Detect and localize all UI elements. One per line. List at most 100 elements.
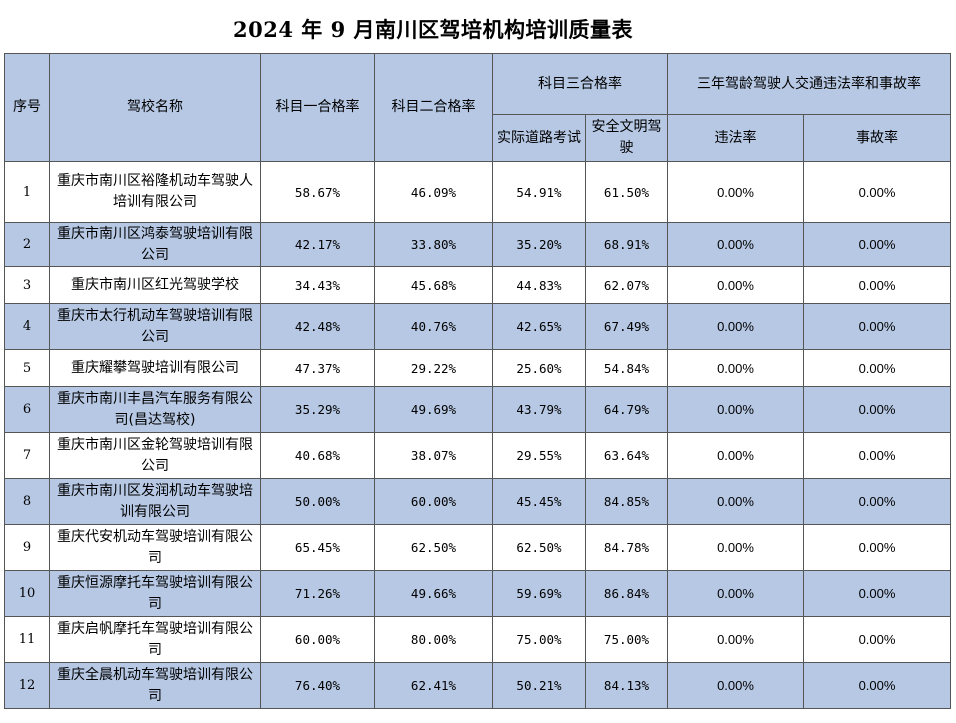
table-body: 1 重庆市南川区裕隆机动车驾驶人培训有限公司 58.67% 46.09% 54.…	[4, 161, 951, 709]
cell-subject2-rate: 33.80%	[374, 222, 493, 267]
cell-subject2-rate: 80.00%	[374, 616, 493, 663]
cell-accident-rate: 0.00%	[803, 616, 951, 663]
table-row-12: 12 重庆全晨机动车驾驶培训有限公司 76.40% 62.41% 50.21% …	[4, 662, 951, 709]
cell-road-test-rate: 59.69%	[492, 570, 586, 617]
cell-civil-driving-rate: 86.84%	[585, 570, 668, 617]
header-violation-rate: 违法率	[667, 114, 804, 162]
cell-subject1-rate: 58.67%	[260, 161, 375, 223]
cell-road-test-rate: 43.79%	[492, 386, 586, 433]
cell-civil-driving-rate: 84.85%	[585, 478, 668, 525]
cell-seq: 5	[4, 349, 50, 387]
cell-road-test-rate: 25.60%	[492, 349, 586, 387]
cell-school-name: 重庆市南川区红光驾驶学校	[49, 266, 261, 304]
cell-subject1-rate: 60.00%	[260, 616, 375, 663]
cell-seq: 4	[4, 303, 50, 350]
cell-subject2-rate: 45.68%	[374, 266, 493, 304]
cell-school-name: 重庆市南川区金轮驾驶培训有限公司	[49, 432, 261, 479]
header-seq: 序号	[4, 53, 50, 162]
table-row-10: 10 重庆恒源摩托车驾驶培训有限公司 71.26% 49.66% 59.69% …	[4, 570, 951, 617]
cell-subject2-rate: 38.07%	[374, 432, 493, 479]
table-header: 序号 驾校名称 科目一合格率 科目二合格率 科目三合格率 三年驾龄驾驶人交通违法…	[4, 53, 951, 162]
cell-road-test-rate: 29.55%	[492, 432, 586, 479]
cell-road-test-rate: 42.65%	[492, 303, 586, 350]
cell-subject1-rate: 42.17%	[260, 222, 375, 267]
cell-subject2-rate: 62.50%	[374, 524, 493, 571]
cell-violation-rate: 0.00%	[667, 432, 804, 479]
cell-violation-rate: 0.00%	[667, 662, 804, 709]
cell-violation-rate: 0.00%	[667, 349, 804, 387]
training-quality-table: 序号 驾校名称 科目一合格率 科目二合格率 科目三合格率 三年驾龄驾驶人交通违法…	[4, 53, 951, 709]
cell-civil-driving-rate: 75.00%	[585, 616, 668, 663]
cell-seq: 8	[4, 478, 50, 525]
cell-subject1-rate: 65.45%	[260, 524, 375, 571]
cell-violation-rate: 0.00%	[667, 161, 804, 223]
cell-school-name: 重庆代安机动车驾驶培训有限公司	[49, 524, 261, 571]
header-subject1-pass-rate: 科目一合格率	[260, 53, 375, 162]
cell-accident-rate: 0.00%	[803, 266, 951, 304]
cell-civil-driving-rate: 84.13%	[585, 662, 668, 709]
cell-seq: 7	[4, 432, 50, 479]
cell-subject1-rate: 42.48%	[260, 303, 375, 350]
cell-subject1-rate: 35.29%	[260, 386, 375, 433]
cell-seq: 9	[4, 524, 50, 571]
cell-school-name: 重庆全晨机动车驾驶培训有限公司	[49, 662, 261, 709]
table-row-1: 1 重庆市南川区裕隆机动车驾驶人培训有限公司 58.67% 46.09% 54.…	[4, 161, 951, 223]
cell-accident-rate: 0.00%	[803, 303, 951, 350]
table-row-7: 7 重庆市南川区金轮驾驶培训有限公司 40.68% 38.07% 29.55% …	[4, 432, 951, 479]
cell-subject1-rate: 40.68%	[260, 432, 375, 479]
cell-seq: 11	[4, 616, 50, 663]
cell-subject1-rate: 76.40%	[260, 662, 375, 709]
cell-accident-rate: 0.00%	[803, 432, 951, 479]
cell-accident-rate: 0.00%	[803, 524, 951, 571]
cell-road-test-rate: 62.50%	[492, 524, 586, 571]
cell-seq: 2	[4, 222, 50, 267]
cell-subject2-rate: 49.69%	[374, 386, 493, 433]
cell-accident-rate: 0.00%	[803, 570, 951, 617]
cell-violation-rate: 0.00%	[667, 524, 804, 571]
cell-civil-driving-rate: 61.50%	[585, 161, 668, 223]
cell-violation-rate: 0.00%	[667, 478, 804, 525]
cell-violation-rate: 0.00%	[667, 386, 804, 433]
table-row-3: 3 重庆市南川区红光驾驶学校 34.43% 45.68% 44.83% 62.0…	[4, 266, 951, 304]
cell-civil-driving-rate: 84.78%	[585, 524, 668, 571]
cell-civil-driving-rate: 64.79%	[585, 386, 668, 433]
cell-civil-driving-rate: 63.64%	[585, 432, 668, 479]
cell-seq: 12	[4, 662, 50, 709]
table-row-4: 4 重庆市太行机动车驾驶培训有限公司 42.48% 40.76% 42.65% …	[4, 303, 951, 350]
table-row-2: 2 重庆市南川区鸿泰驾驶培训有限公司 42.17% 33.80% 35.20% …	[4, 222, 951, 267]
cell-school-name: 重庆市南川丰昌汽车服务有限公司(昌达驾校)	[49, 386, 261, 433]
table-row-5: 5 重庆耀攀驾驶培训有限公司 47.37% 29.22% 25.60% 54.8…	[4, 349, 951, 387]
cell-accident-rate: 0.00%	[803, 222, 951, 267]
cell-seq: 6	[4, 386, 50, 433]
page-title: 2024 年 9 月南川区驾培机构培训质量表	[233, 17, 633, 42]
table-row-6: 6 重庆市南川丰昌汽车服务有限公司(昌达驾校) 35.29% 49.69% 43…	[4, 386, 951, 433]
table-row-8: 8 重庆市南川区发润机动车驾驶培训有限公司 50.00% 60.00% 45.4…	[4, 478, 951, 525]
cell-school-name: 重庆启帆摩托车驾驶培训有限公司	[49, 616, 261, 663]
table-row-9: 9 重庆代安机动车驾驶培训有限公司 65.45% 62.50% 62.50% 8…	[4, 524, 951, 571]
cell-subject1-rate: 34.43%	[260, 266, 375, 304]
cell-road-test-rate: 50.21%	[492, 662, 586, 709]
header-school-name: 驾校名称	[49, 53, 261, 162]
cell-subject1-rate: 71.26%	[260, 570, 375, 617]
cell-civil-driving-rate: 62.07%	[585, 266, 668, 304]
cell-accident-rate: 0.00%	[803, 662, 951, 709]
cell-subject1-rate: 50.00%	[260, 478, 375, 525]
header-subject3-pass-rate: 科目三合格率	[492, 53, 668, 115]
cell-school-name: 重庆市南川区发润机动车驾驶培训有限公司	[49, 478, 261, 525]
header-road-test: 实际道路考试	[492, 114, 586, 162]
cell-subject2-rate: 29.22%	[374, 349, 493, 387]
cell-subject2-rate: 40.76%	[374, 303, 493, 350]
cell-road-test-rate: 35.20%	[492, 222, 586, 267]
cell-violation-rate: 0.00%	[667, 303, 804, 350]
cell-seq: 1	[4, 161, 50, 223]
cell-accident-rate: 0.00%	[803, 349, 951, 387]
cell-violation-rate: 0.00%	[667, 222, 804, 267]
cell-school-name: 重庆市太行机动车驾驶培训有限公司	[49, 303, 261, 350]
cell-subject2-rate: 49.66%	[374, 570, 493, 617]
cell-road-test-rate: 75.00%	[492, 616, 586, 663]
cell-accident-rate: 0.00%	[803, 478, 951, 525]
header-three-year-rates: 三年驾龄驾驶人交通违法率和事故率	[667, 53, 951, 115]
cell-subject1-rate: 47.37%	[260, 349, 375, 387]
cell-seq: 3	[4, 266, 50, 304]
cell-subject2-rate: 62.41%	[374, 662, 493, 709]
